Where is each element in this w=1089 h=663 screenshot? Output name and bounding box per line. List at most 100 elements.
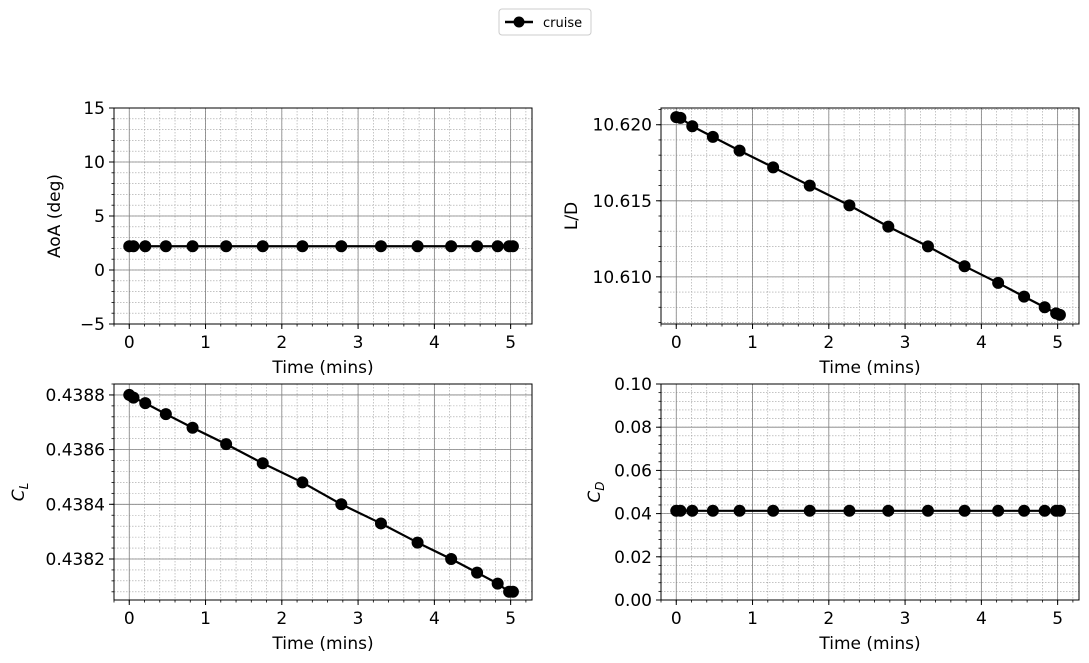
data-point	[706, 504, 719, 517]
data-point	[411, 240, 424, 253]
data-point	[674, 111, 687, 124]
data-point	[491, 240, 504, 253]
data-point	[491, 577, 504, 590]
data-point	[159, 240, 172, 253]
data-point	[296, 476, 309, 489]
x-tick-label: 3	[353, 609, 364, 629]
data-point	[1038, 301, 1051, 314]
data-point	[921, 240, 934, 253]
y-axis-label: AoA (deg)	[45, 174, 65, 258]
data-point	[335, 240, 348, 253]
data-point	[159, 408, 172, 421]
data-point	[139, 240, 152, 253]
y-tick-label: 10.615	[593, 192, 652, 212]
data-point	[674, 504, 687, 517]
data-point	[921, 504, 934, 517]
x-tick-label: 5	[1052, 333, 1063, 353]
x-tick-label: 0	[124, 333, 135, 353]
y-tick-label: 0.4384	[46, 495, 105, 515]
data-point	[296, 240, 309, 253]
data-point	[1053, 308, 1066, 321]
data-point	[411, 536, 424, 549]
data-point	[958, 260, 971, 273]
data-point	[127, 240, 140, 253]
data-point	[471, 566, 484, 579]
data-point	[506, 240, 519, 253]
x-tick-label: 5	[505, 333, 516, 353]
x-tick-label: 2	[276, 333, 287, 353]
x-tick-label: 5	[505, 609, 516, 629]
x-tick-label: 5	[1052, 609, 1063, 629]
x-tick-label: 4	[429, 609, 440, 629]
data-point	[445, 552, 458, 565]
x-tick-label: 4	[976, 333, 987, 353]
subplot-4: 0 1 2 3 4 5 0.00 0.02 0.04 0.06 0.08 0.10 Time (mins…	[585, 375, 1080, 654]
y-axis-label: CL	[9, 483, 31, 502]
y-axis-label: CD	[585, 481, 607, 502]
y-tick-label: 0.4382	[46, 550, 105, 570]
data-point	[374, 517, 387, 530]
data-point	[1053, 504, 1066, 517]
data-point	[992, 276, 1005, 289]
data-point	[139, 397, 152, 410]
x-axis-label: Time (mins)	[271, 358, 373, 378]
subplot-2: 0 1 2 3 4 5 10.610 10.615 10.620 Time (mins) L/D	[562, 107, 1080, 378]
x-tick-label: 0	[671, 333, 682, 353]
data-point	[706, 130, 719, 143]
y-tick-label: 0.10	[614, 375, 652, 395]
data-point	[220, 438, 233, 451]
data-point	[992, 504, 1005, 517]
y-tick-label: 0	[94, 261, 105, 281]
series-line-1	[128, 394, 513, 593]
y-tick-label: 0.00	[614, 591, 652, 611]
x-tick-label: 1	[200, 609, 211, 629]
plot-frame	[660, 383, 1080, 601]
data-point	[733, 504, 746, 517]
data-point	[1018, 290, 1031, 303]
data-point	[843, 504, 856, 517]
data-point	[445, 240, 458, 253]
data-point	[186, 421, 199, 434]
x-tick-label: 3	[900, 609, 911, 629]
subplot-3: 0 1 2 3 4 5 0.4382 0.4384 0.4386 0.4388 Time (mins…	[9, 383, 533, 654]
data-point	[882, 504, 895, 517]
x-axis-label: Time (mins)	[818, 358, 920, 378]
y-tick-label: 0.02	[614, 548, 652, 568]
x-tick-label: 3	[900, 333, 911, 353]
x-tick-label: 0	[124, 609, 135, 629]
data-point	[127, 391, 140, 404]
y-tick-label: 0.04	[614, 505, 652, 525]
data-point	[335, 498, 348, 511]
data-point	[882, 220, 895, 233]
legend-box	[498, 8, 592, 36]
data-point	[733, 144, 746, 157]
legend-label-cruise: cruise	[543, 16, 582, 31]
data-point	[843, 199, 856, 212]
legend-marker-sample	[513, 16, 525, 28]
y-tick-label: 10.620	[593, 116, 652, 136]
legend: cruise	[498, 8, 592, 36]
y-tick-label: 0.06	[614, 461, 652, 481]
subplot-1: 0 1 2 3 4 5 −5 0 5 10 15 Time (mins) AoA (deg)	[45, 99, 533, 378]
data-point	[506, 585, 519, 598]
y-tick-label: 5	[94, 207, 105, 227]
x-tick-label: 1	[747, 333, 758, 353]
y-tick-label: 0.4388	[46, 386, 105, 406]
data-point	[803, 179, 816, 192]
data-point	[220, 240, 233, 253]
x-tick-label: 1	[200, 333, 211, 353]
x-tick-label: 4	[429, 333, 440, 353]
plot-frame	[113, 383, 533, 601]
x-axis-label: Time (mins)	[818, 634, 920, 654]
y-tick-label: 10	[83, 153, 105, 173]
y-tick-label: 0.08	[614, 418, 652, 438]
data-point	[471, 240, 484, 253]
data-point	[686, 504, 699, 517]
data-point	[1038, 504, 1051, 517]
data-point	[767, 161, 780, 174]
series-line-1	[676, 116, 1061, 316]
x-tick-label: 4	[976, 609, 987, 629]
y-tick-label: 10.610	[593, 268, 652, 288]
